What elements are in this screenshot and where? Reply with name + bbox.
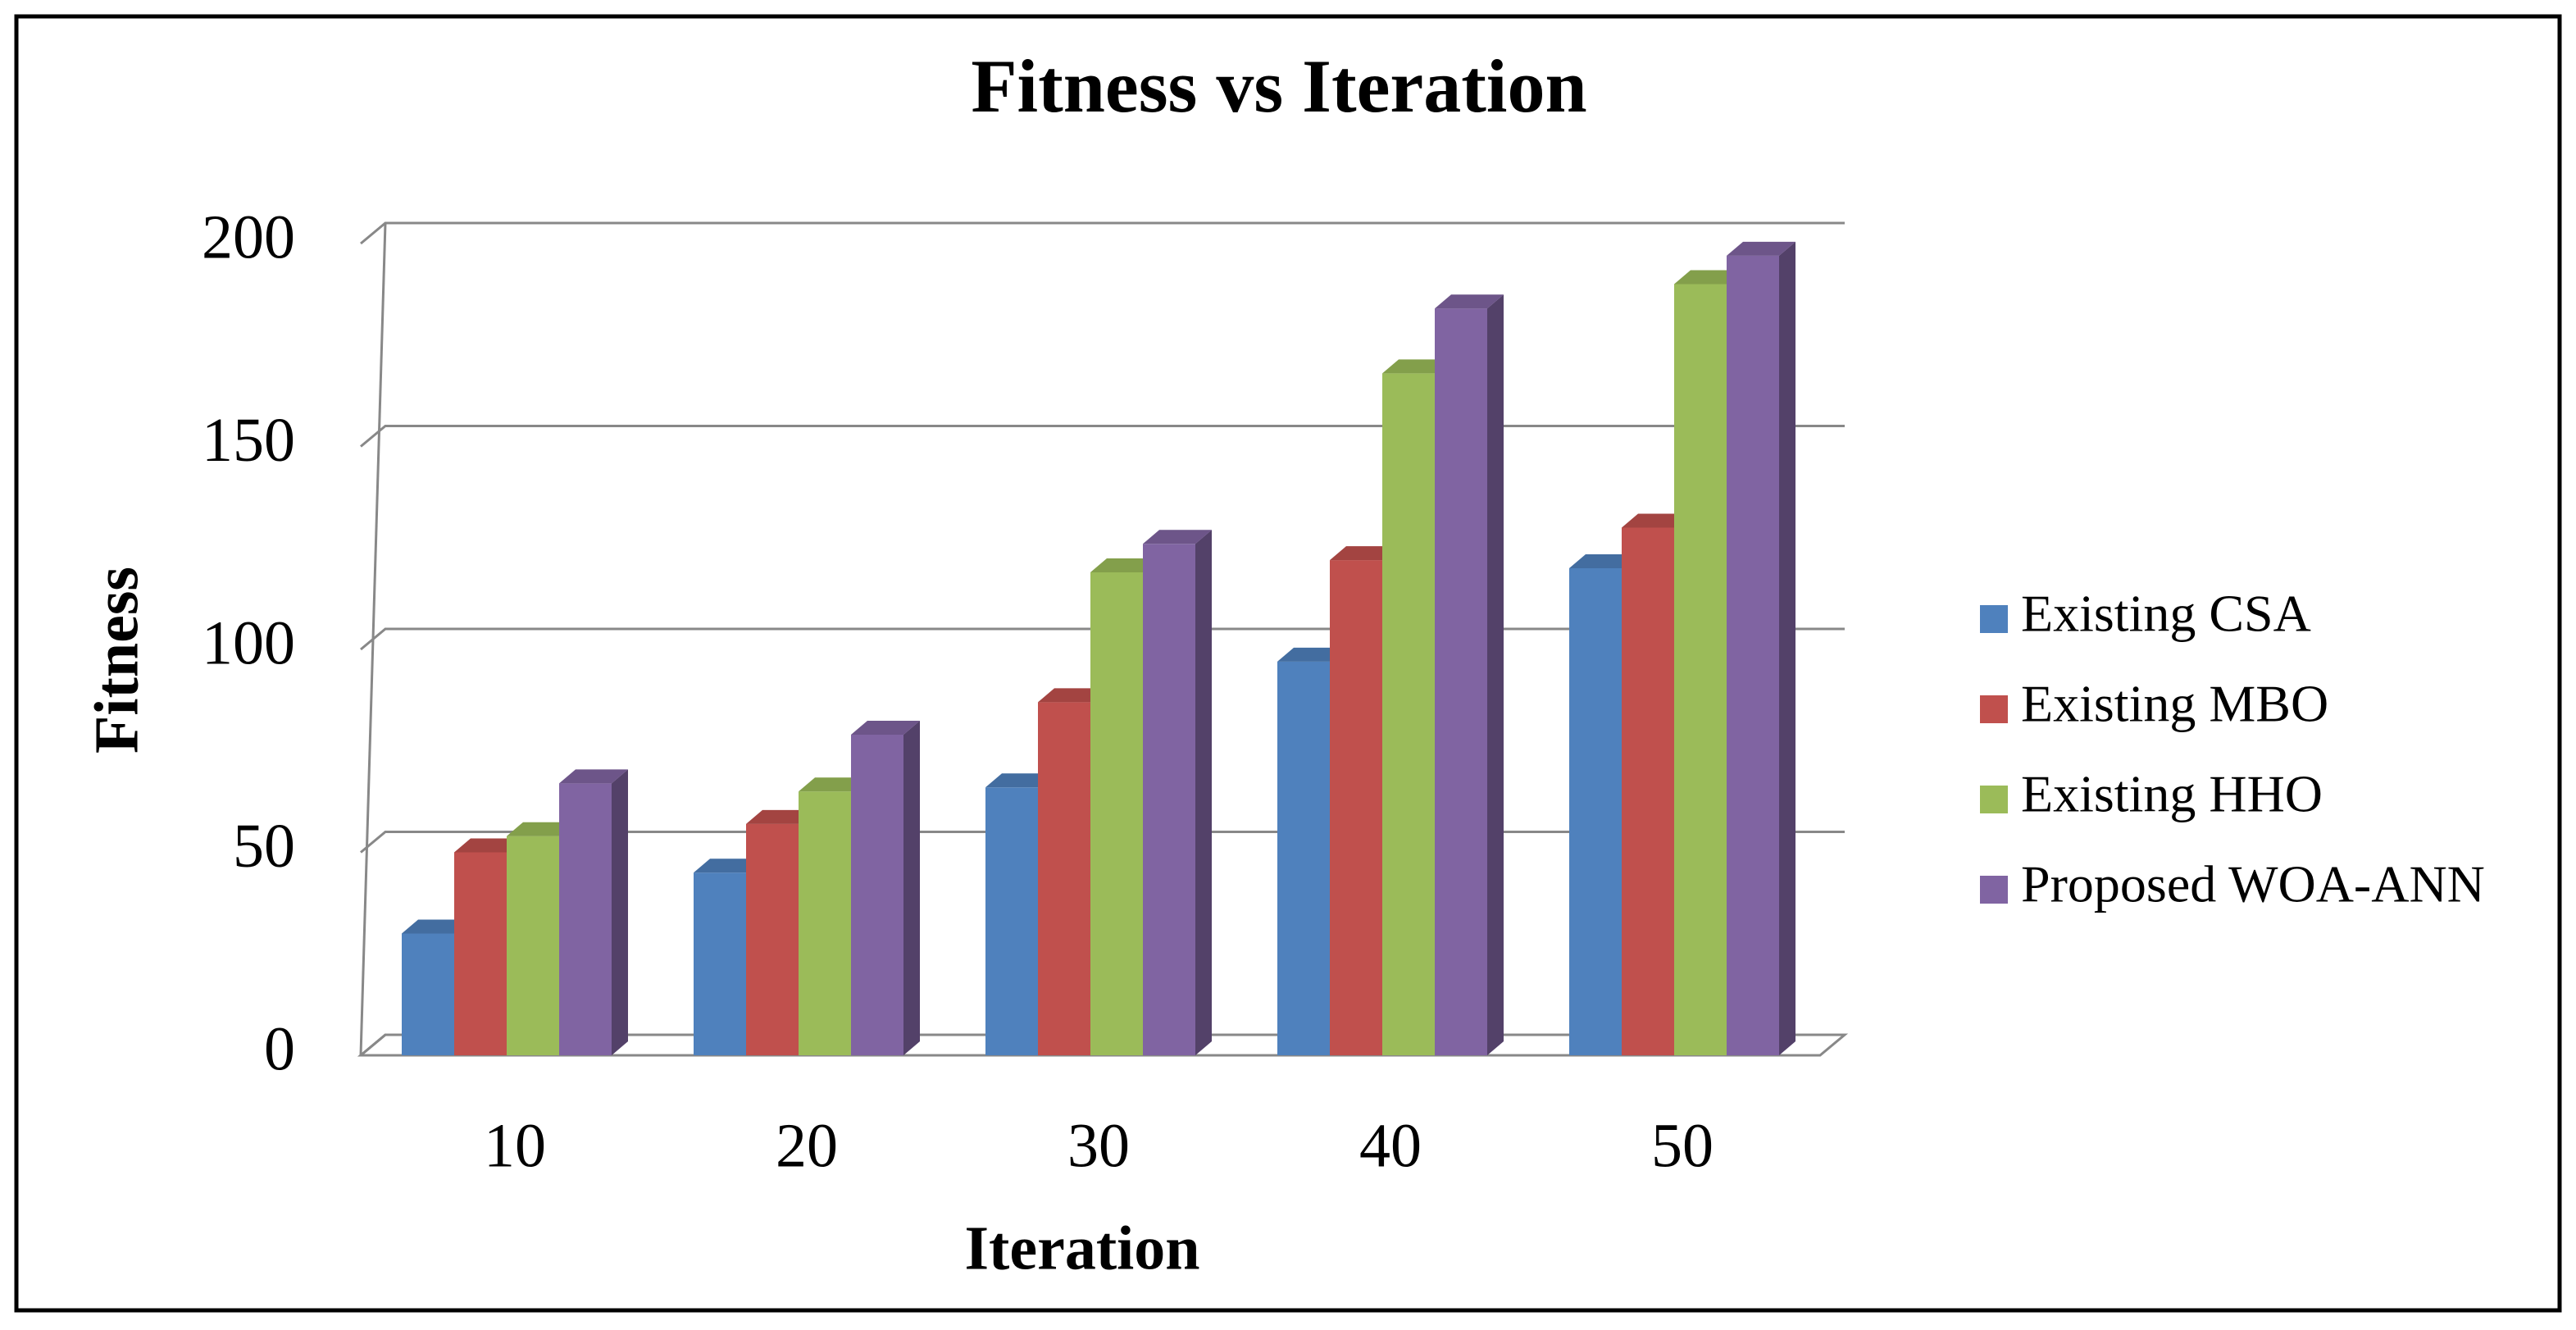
legend-label: Existing CSA <box>2021 585 2311 643</box>
bar-top-shade <box>1622 513 1691 528</box>
bar-top <box>402 919 471 934</box>
bar-top-shade <box>1090 558 1159 572</box>
bar-top-shade <box>746 809 815 824</box>
bar-top-shade <box>1727 241 1795 256</box>
legend-swatch <box>1980 695 2008 723</box>
bar-side <box>1195 530 1212 1055</box>
y-axis-title: Fitness <box>82 567 151 754</box>
bar <box>851 720 920 1055</box>
bar-top <box>851 720 920 735</box>
bar-side <box>1487 294 1504 1055</box>
bar-top-shade <box>799 777 867 792</box>
legend-label: Proposed WOA-ANN <box>2021 855 2485 913</box>
bar-front <box>985 787 1038 1055</box>
bar-side-shade <box>612 769 628 1055</box>
bar-front <box>507 836 559 1055</box>
bar-side-shade <box>1779 241 1795 1056</box>
bar-top <box>1622 513 1691 528</box>
bar-top <box>507 822 576 836</box>
x-tick-label: 40 <box>1359 1111 1422 1180</box>
x-tick-label: 30 <box>1067 1111 1130 1180</box>
bar-side-shade <box>1195 530 1212 1055</box>
bar-front <box>559 783 612 1055</box>
bar-side <box>612 769 628 1055</box>
bar-top <box>746 809 815 824</box>
bar <box>1143 530 1212 1055</box>
bar-top-shade <box>1674 270 1743 285</box>
bar-front <box>1038 702 1090 1055</box>
bar-front <box>1330 560 1382 1055</box>
bar-front <box>1277 661 1330 1055</box>
bar-front <box>1143 544 1195 1055</box>
bar-top-shade <box>1038 688 1107 703</box>
grid-line <box>360 221 1845 245</box>
bar-top-shade <box>694 859 762 873</box>
x-tick-label: 10 <box>484 1111 546 1180</box>
bar-top-shade <box>1382 359 1451 374</box>
bar-top <box>559 769 628 784</box>
y-tick-label: 200 <box>202 203 295 271</box>
y-tick-label: 100 <box>202 608 295 677</box>
bar-top <box>1569 554 1638 568</box>
bar-top <box>1143 530 1212 544</box>
bar-side-shade <box>1487 294 1504 1055</box>
bar-top-shade <box>1143 530 1212 544</box>
bar-front <box>1435 308 1487 1055</box>
bar <box>1435 294 1504 1055</box>
bar-top <box>1382 359 1451 374</box>
bar-front <box>1727 255 1779 1056</box>
bar-top-shade <box>1435 294 1504 309</box>
legend-label: Existing MBO <box>2021 675 2328 733</box>
bar-top-shade <box>507 822 576 836</box>
legend-swatch <box>1980 876 2008 904</box>
x-tick-label: 20 <box>776 1111 838 1180</box>
bar-front <box>454 852 507 1055</box>
bar-top-shade <box>985 773 1054 788</box>
bar <box>559 769 628 1055</box>
bar-front <box>799 791 851 1055</box>
grid-line <box>360 425 1845 448</box>
bar-side-shade <box>903 720 920 1055</box>
bar-top <box>1435 294 1504 309</box>
bar-top <box>799 777 867 792</box>
x-axis-title: Iteration <box>964 1214 1199 1282</box>
legend-swatch <box>1980 605 2008 633</box>
bar-top-shade <box>1569 554 1638 568</box>
bar-front <box>1622 527 1674 1055</box>
bar-top <box>1330 546 1399 561</box>
bar-top <box>985 773 1054 788</box>
bar-top-shade <box>851 720 920 735</box>
bar <box>1727 241 1795 1056</box>
bar-front <box>851 734 903 1055</box>
bar-top <box>1038 688 1107 703</box>
bar-front <box>402 933 454 1055</box>
bar-top <box>694 859 762 873</box>
bar-top-shade <box>1330 546 1399 561</box>
bar-front <box>694 872 746 1055</box>
bar-side <box>1779 241 1795 1056</box>
bar-front <box>746 823 799 1055</box>
bar-top <box>454 838 523 853</box>
bar-top <box>1090 558 1159 572</box>
bar-side <box>903 720 920 1055</box>
y-tick-label: 50 <box>233 812 295 881</box>
legend-swatch <box>1980 786 2008 813</box>
y-tick-label: 150 <box>202 406 295 475</box>
bar-top <box>1727 241 1795 256</box>
bar-top-shade <box>559 769 628 784</box>
bar-front <box>1674 284 1727 1055</box>
bar-top <box>1674 270 1743 285</box>
bar-front <box>1569 568 1622 1055</box>
bar-top <box>1277 647 1346 662</box>
y-tick-label: 0 <box>264 1014 295 1083</box>
legend-label: Existing HHO <box>2021 765 2323 823</box>
bar-top-shade <box>454 838 523 853</box>
chart-title: Fitness vs Iteration <box>971 44 1586 128</box>
bar-front <box>1090 572 1143 1055</box>
bar-front <box>1382 373 1435 1055</box>
bar-top-shade <box>1277 647 1346 662</box>
x-tick-label: 50 <box>1651 1111 1714 1180</box>
bar-top-shade <box>402 919 471 934</box>
